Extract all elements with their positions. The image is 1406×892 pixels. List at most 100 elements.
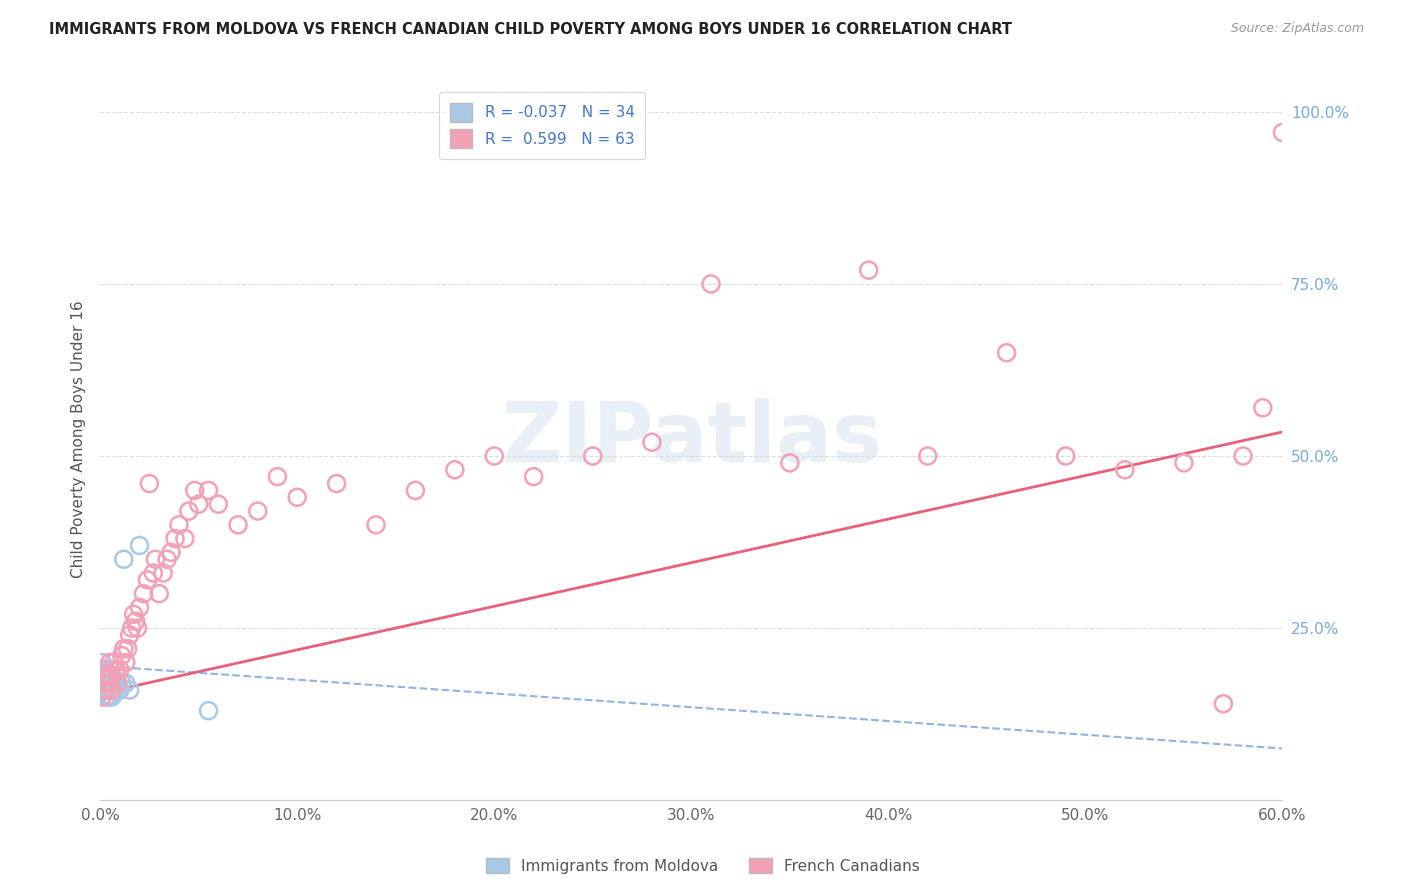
Point	[94, 676, 117, 690]
Point	[246, 504, 269, 518]
Legend: R = -0.037   N = 34, R =  0.599   N = 63: R = -0.037 N = 34, R = 0.599 N = 63	[439, 92, 645, 159]
Point	[104, 662, 127, 676]
Point	[114, 656, 136, 670]
Point	[101, 690, 124, 704]
Point	[93, 669, 115, 683]
Point	[325, 476, 347, 491]
Point	[1054, 449, 1077, 463]
Y-axis label: Child Poverty Among Boys Under 16: Child Poverty Among Boys Under 16	[72, 300, 86, 578]
Point	[641, 435, 664, 450]
Point	[112, 552, 135, 566]
Point	[484, 449, 506, 463]
Point	[94, 690, 117, 704]
Point	[91, 662, 114, 676]
Point	[995, 345, 1018, 359]
Point	[127, 621, 149, 635]
Point	[98, 676, 121, 690]
Point	[226, 517, 249, 532]
Point	[97, 669, 120, 683]
Point	[101, 683, 124, 698]
Point	[107, 676, 129, 690]
Point	[152, 566, 174, 580]
Point	[91, 656, 114, 670]
Point	[103, 683, 125, 698]
Point	[404, 483, 426, 498]
Point	[700, 277, 723, 291]
Point	[112, 641, 135, 656]
Point	[285, 491, 308, 505]
Point	[582, 449, 605, 463]
Point	[266, 469, 288, 483]
Point	[917, 449, 939, 463]
Point	[94, 683, 117, 698]
Point	[197, 704, 219, 718]
Point	[779, 456, 801, 470]
Point	[197, 483, 219, 498]
Point	[523, 469, 546, 483]
Point	[1232, 449, 1254, 463]
Point	[97, 683, 120, 698]
Point	[132, 587, 155, 601]
Point	[97, 676, 120, 690]
Point	[443, 463, 465, 477]
Point	[98, 683, 121, 698]
Point	[111, 648, 134, 663]
Point	[177, 504, 200, 518]
Point	[148, 587, 170, 601]
Text: Source: ZipAtlas.com: Source: ZipAtlas.com	[1230, 22, 1364, 36]
Point	[97, 690, 120, 704]
Text: ZIPatlas: ZIPatlas	[501, 399, 882, 479]
Point	[1271, 126, 1294, 140]
Point	[118, 683, 141, 698]
Point	[858, 263, 880, 277]
Point	[160, 545, 183, 559]
Point	[107, 683, 129, 698]
Point	[143, 552, 166, 566]
Point	[138, 476, 160, 491]
Point	[1173, 456, 1195, 470]
Point	[94, 683, 117, 698]
Point	[101, 669, 124, 683]
Point	[94, 669, 117, 683]
Point	[91, 676, 114, 690]
Point	[156, 552, 179, 566]
Point	[163, 532, 186, 546]
Point	[104, 676, 127, 690]
Point	[167, 517, 190, 532]
Point	[121, 621, 143, 635]
Point	[364, 517, 387, 532]
Point	[91, 690, 114, 704]
Point	[183, 483, 205, 498]
Point	[98, 656, 121, 670]
Point	[101, 676, 124, 690]
Point	[98, 690, 121, 704]
Point	[97, 669, 120, 683]
Point	[93, 662, 115, 676]
Point	[124, 614, 146, 628]
Point	[93, 676, 115, 690]
Point	[108, 662, 131, 676]
Point	[173, 532, 195, 546]
Point	[187, 497, 209, 511]
Point	[1251, 401, 1274, 415]
Point	[1212, 697, 1234, 711]
Point	[93, 676, 115, 690]
Point	[207, 497, 229, 511]
Point	[128, 600, 150, 615]
Point	[98, 676, 121, 690]
Point	[98, 662, 121, 676]
Point	[1114, 463, 1136, 477]
Point	[93, 683, 115, 698]
Point	[111, 676, 134, 690]
Point	[117, 641, 139, 656]
Text: IMMIGRANTS FROM MOLDOVA VS FRENCH CANADIAN CHILD POVERTY AMONG BOYS UNDER 16 COR: IMMIGRANTS FROM MOLDOVA VS FRENCH CANADI…	[49, 22, 1012, 37]
Legend: Immigrants from Moldova, French Canadians: Immigrants from Moldova, French Canadian…	[479, 852, 927, 880]
Point	[91, 683, 114, 698]
Point	[118, 628, 141, 642]
Point	[142, 566, 165, 580]
Point	[122, 607, 145, 622]
Point	[108, 683, 131, 698]
Point	[136, 573, 159, 587]
Point	[101, 683, 124, 698]
Point	[114, 676, 136, 690]
